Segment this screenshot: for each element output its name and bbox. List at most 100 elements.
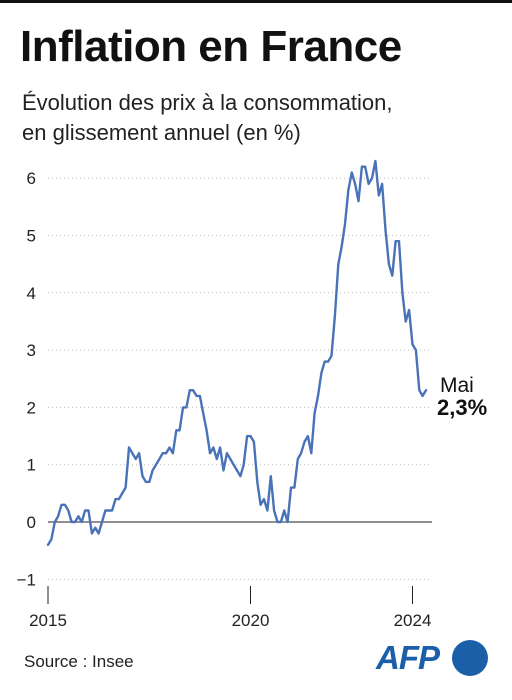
x-tick-label-2024: 2024	[394, 611, 432, 630]
data-point	[91, 532, 93, 534]
data-point	[195, 395, 197, 397]
data-point	[138, 452, 140, 454]
data-point	[94, 527, 96, 529]
y-tick-label-1: 1	[27, 456, 36, 475]
data-point	[151, 469, 153, 471]
data-point	[297, 458, 299, 460]
annotation-value: 2,3%	[437, 395, 487, 420]
data-point	[70, 521, 72, 523]
data-point	[354, 183, 356, 185]
data-point	[121, 492, 123, 494]
data-point	[293, 486, 295, 488]
data-point	[401, 292, 403, 294]
data-point	[175, 429, 177, 431]
series-layer	[46, 159, 428, 547]
data-point	[347, 189, 349, 191]
data-point	[222, 469, 224, 471]
y-tick-label-6: 6	[27, 169, 36, 188]
annotation-layer: Mai 2,3%	[437, 374, 487, 420]
data-point	[145, 481, 147, 483]
data-point	[418, 389, 420, 391]
y-tick-label-0: 0	[27, 513, 36, 532]
x-tick-label-2020: 2020	[232, 611, 270, 630]
data-point	[398, 240, 400, 242]
data-point	[246, 435, 248, 437]
data-point	[104, 509, 106, 511]
data-point	[64, 504, 66, 506]
data-point	[273, 509, 275, 511]
y-tick-label--1: −1	[17, 570, 36, 589]
data-point	[351, 171, 353, 173]
data-point	[357, 200, 359, 202]
inflation-series-line	[46, 159, 428, 547]
data-point	[97, 532, 99, 534]
data-point	[313, 412, 315, 414]
data-point	[192, 389, 194, 391]
data-point	[101, 521, 103, 523]
data-point	[364, 166, 366, 168]
data-point	[391, 274, 393, 276]
data-point	[168, 446, 170, 448]
chart-subtitle: Évolution des prix à la consommation, en…	[22, 88, 492, 148]
data-point	[270, 475, 272, 477]
data-point	[425, 389, 427, 391]
grid-layer	[48, 177, 432, 580]
data-point	[415, 349, 417, 351]
data-point	[266, 509, 268, 511]
data-point	[320, 372, 322, 374]
data-point	[327, 360, 329, 362]
data-point	[135, 458, 137, 460]
data-point	[276, 521, 278, 523]
data-point	[253, 441, 255, 443]
data-point	[111, 509, 113, 511]
top-rule	[0, 0, 512, 3]
data-point	[124, 486, 126, 488]
data-point	[408, 309, 410, 311]
data-point	[172, 452, 174, 454]
data-point	[263, 498, 265, 500]
data-point	[182, 406, 184, 408]
data-point	[202, 412, 204, 414]
axis-layer	[47, 521, 432, 604]
data-point	[361, 166, 363, 168]
data-point	[189, 389, 191, 391]
data-point	[421, 395, 423, 397]
data-point	[77, 515, 79, 517]
data-point	[216, 458, 218, 460]
data-point	[236, 469, 238, 471]
data-point	[87, 509, 89, 511]
data-point	[334, 315, 336, 317]
subtitle-line-1: Évolution des prix à la consommation,	[22, 90, 393, 115]
data-point	[84, 509, 86, 511]
data-point	[330, 355, 332, 357]
annotation-month: Mai	[440, 374, 474, 397]
subtitle-line-2: en glissement annuel (en %)	[22, 120, 301, 145]
data-point	[118, 498, 120, 500]
data-point	[324, 360, 326, 362]
data-point	[239, 475, 241, 477]
data-point	[57, 515, 59, 517]
data-point	[337, 263, 339, 265]
data-point	[283, 509, 285, 511]
data-point	[303, 441, 305, 443]
data-point	[371, 177, 373, 179]
data-point	[67, 509, 69, 511]
data-point	[185, 406, 187, 408]
data-point	[205, 429, 207, 431]
data-point	[219, 446, 221, 448]
data-point	[50, 538, 52, 540]
data-point	[229, 458, 231, 460]
data-point	[310, 452, 312, 454]
data-point	[388, 263, 390, 265]
data-point	[256, 481, 258, 483]
data-point	[394, 240, 396, 242]
data-point	[114, 498, 116, 500]
data-point	[249, 435, 251, 437]
afp-logo-dot	[452, 640, 488, 676]
afp-logo: AFP	[376, 638, 492, 678]
data-point	[280, 521, 282, 523]
data-point	[148, 481, 150, 483]
y-tick-label-2: 2	[27, 398, 36, 417]
data-point	[141, 475, 143, 477]
